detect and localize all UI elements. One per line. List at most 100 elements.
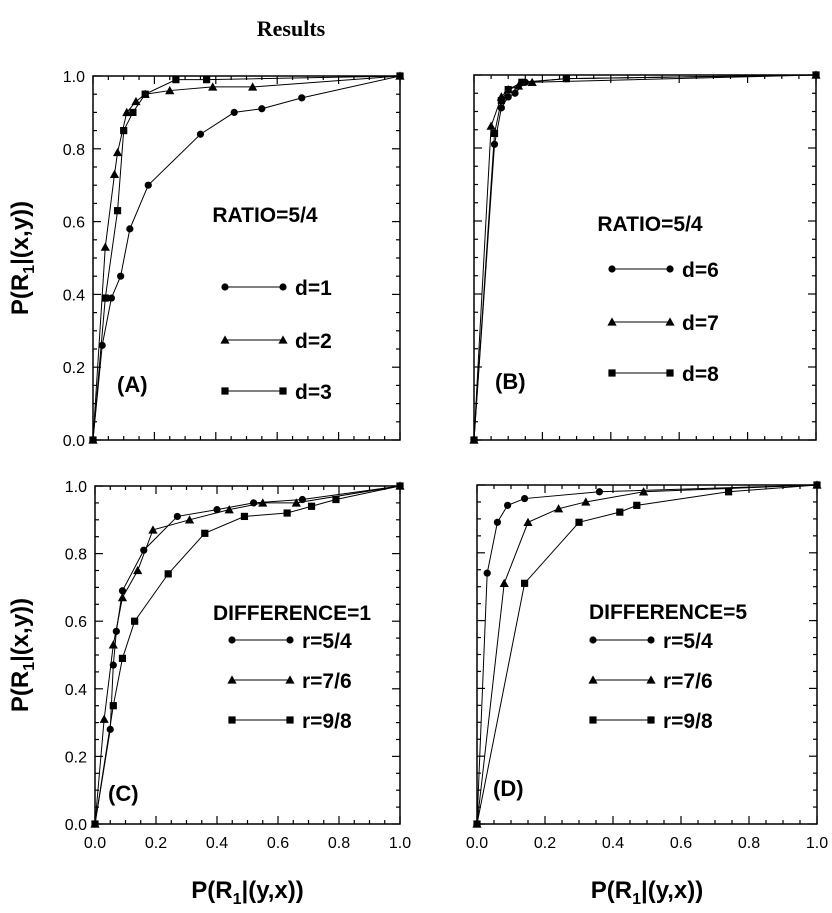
y-tick-label: 1.0 [63, 69, 85, 86]
data-point-circle [106, 725, 114, 733]
data-point-circle [98, 341, 106, 349]
data-point-square [562, 75, 570, 83]
data-point-triangle [131, 96, 141, 106]
data-point-circle [490, 140, 499, 148]
data-point-circle [118, 587, 127, 595]
y-tick-label: 0.0 [65, 817, 87, 834]
data-point-triangle [291, 498, 301, 507]
series-r=9/8 [473, 481, 821, 828]
series-d=3 [89, 72, 404, 444]
legend-marker-triangle [607, 317, 617, 326]
legend-marker-circle [286, 636, 294, 644]
x-tick-label: 0.2 [534, 835, 556, 852]
legend-marker-square [221, 387, 229, 395]
legend-item: r=7/6 [588, 670, 713, 693]
data-point-square [201, 529, 209, 537]
ticks [473, 74, 817, 441]
data-point-triangle [148, 525, 158, 534]
panel-label: (C) [108, 781, 139, 806]
y-axis-label: P(R1|(x,y)) [7, 598, 38, 712]
legend-item: d=6 [608, 259, 719, 282]
x-tick-label: 0.0 [466, 835, 488, 852]
data-point-triangle [122, 107, 132, 117]
x-tick-label: 0.2 [145, 835, 167, 852]
legend-label: d=1 [295, 277, 332, 300]
data-point-circle [595, 488, 604, 496]
legend-marker-square [589, 716, 597, 724]
series-line [476, 484, 818, 825]
panel-annotation: DIFFERENCE=5 [589, 601, 747, 624]
data-point-triangle [248, 82, 258, 91]
plot-frame [476, 484, 818, 825]
y-tick-label: 0.2 [65, 749, 87, 766]
data-point-square [518, 78, 526, 86]
legend-marker-circle [666, 265, 674, 273]
y-tick-label: 0.8 [63, 142, 85, 159]
data-point-square [470, 436, 478, 444]
data-point-square [113, 207, 122, 215]
data-point-square [521, 579, 529, 587]
panel-d: 0.0 0.2 0.4 0.6 0.8 1.0 P(R1|(y,x)) DIFFERENCE=… [466, 480, 828, 908]
y-tick-label: 0.8 [65, 547, 87, 564]
y-tick-label: 0.6 [65, 614, 87, 631]
x-axis-label: P(R1|(y,x)) [591, 877, 704, 908]
data-point-square [812, 71, 820, 79]
legend-label: r=5/4 [663, 630, 713, 653]
panel-c: 0.0 0.2 0.4 0.6 0.8 1.0 0.0 0.2 0.4 0.6 0.8 1.0 P(R1… [7, 479, 411, 908]
legend-item: d=2 [220, 330, 332, 353]
panel-label: (D) [493, 776, 524, 801]
data-point-circle [173, 512, 181, 521]
series-line [94, 485, 401, 825]
data-point-triangle [99, 714, 109, 723]
legend-label: d=2 [295, 330, 332, 353]
legend-item: r=9/8 [228, 710, 352, 733]
data-point-triangle [581, 497, 591, 506]
data-point-square [473, 820, 481, 828]
data-point-square [616, 508, 624, 516]
legend-label: d=6 [682, 259, 719, 282]
legend-marker-circle [221, 283, 229, 291]
data-point-circle [511, 89, 519, 97]
legend-marker-square [666, 369, 674, 377]
legend-marker-circle [647, 636, 655, 644]
series-line [94, 485, 401, 825]
data-point-square [89, 436, 97, 444]
data-point-square [118, 654, 127, 662]
data-point-circle [107, 294, 116, 302]
legend: r=5/4 r=7/6 r=9/8 [227, 630, 352, 733]
data-point-square [332, 495, 340, 504]
panel-label: (B) [495, 369, 526, 394]
data-point-square [504, 86, 512, 94]
data-point-triangle [165, 85, 175, 95]
data-point-circle [213, 506, 221, 514]
data-point-square [141, 90, 149, 98]
legend-marker-circle [608, 265, 616, 273]
data-point-triangle [639, 487, 649, 496]
legend-label: r=7/6 [302, 670, 352, 693]
x-axis-label: P(R1|(y,x)) [191, 877, 304, 908]
legend-item: r=7/6 [227, 670, 352, 693]
plot-frame [94, 485, 401, 825]
panel-b: RATIO=5/4 (B) d=6 d=7 d=8 [469, 70, 821, 444]
legend-marker-triangle [588, 675, 598, 684]
legend: d=6 d=7 d=8 [607, 259, 719, 386]
series-line [476, 484, 818, 825]
legend-label: d=8 [682, 363, 719, 386]
data-point-square [172, 76, 180, 84]
series-line [94, 485, 401, 825]
data-point-triangle [486, 121, 496, 130]
panel-annotation: DIFFERENCE=1 [213, 602, 371, 625]
data-point-triangle [258, 498, 268, 507]
legend-marker-triangle [646, 675, 656, 684]
legend: d=1 d=2 d=3 [220, 277, 332, 404]
data-point-circle [504, 93, 512, 101]
legend-label: r=9/8 [663, 710, 713, 733]
legend-item: r=5/4 [228, 630, 352, 653]
legend-label: r=7/6 [663, 670, 713, 693]
y-tick-label: 0.4 [63, 287, 85, 304]
legend: r=5/4 r=7/6 r=9/8 [588, 630, 713, 733]
series-r=7/6 [90, 481, 405, 828]
data-point-circle [230, 108, 238, 116]
legend-label: d=3 [295, 381, 332, 404]
legend-item: d=8 [608, 363, 719, 386]
